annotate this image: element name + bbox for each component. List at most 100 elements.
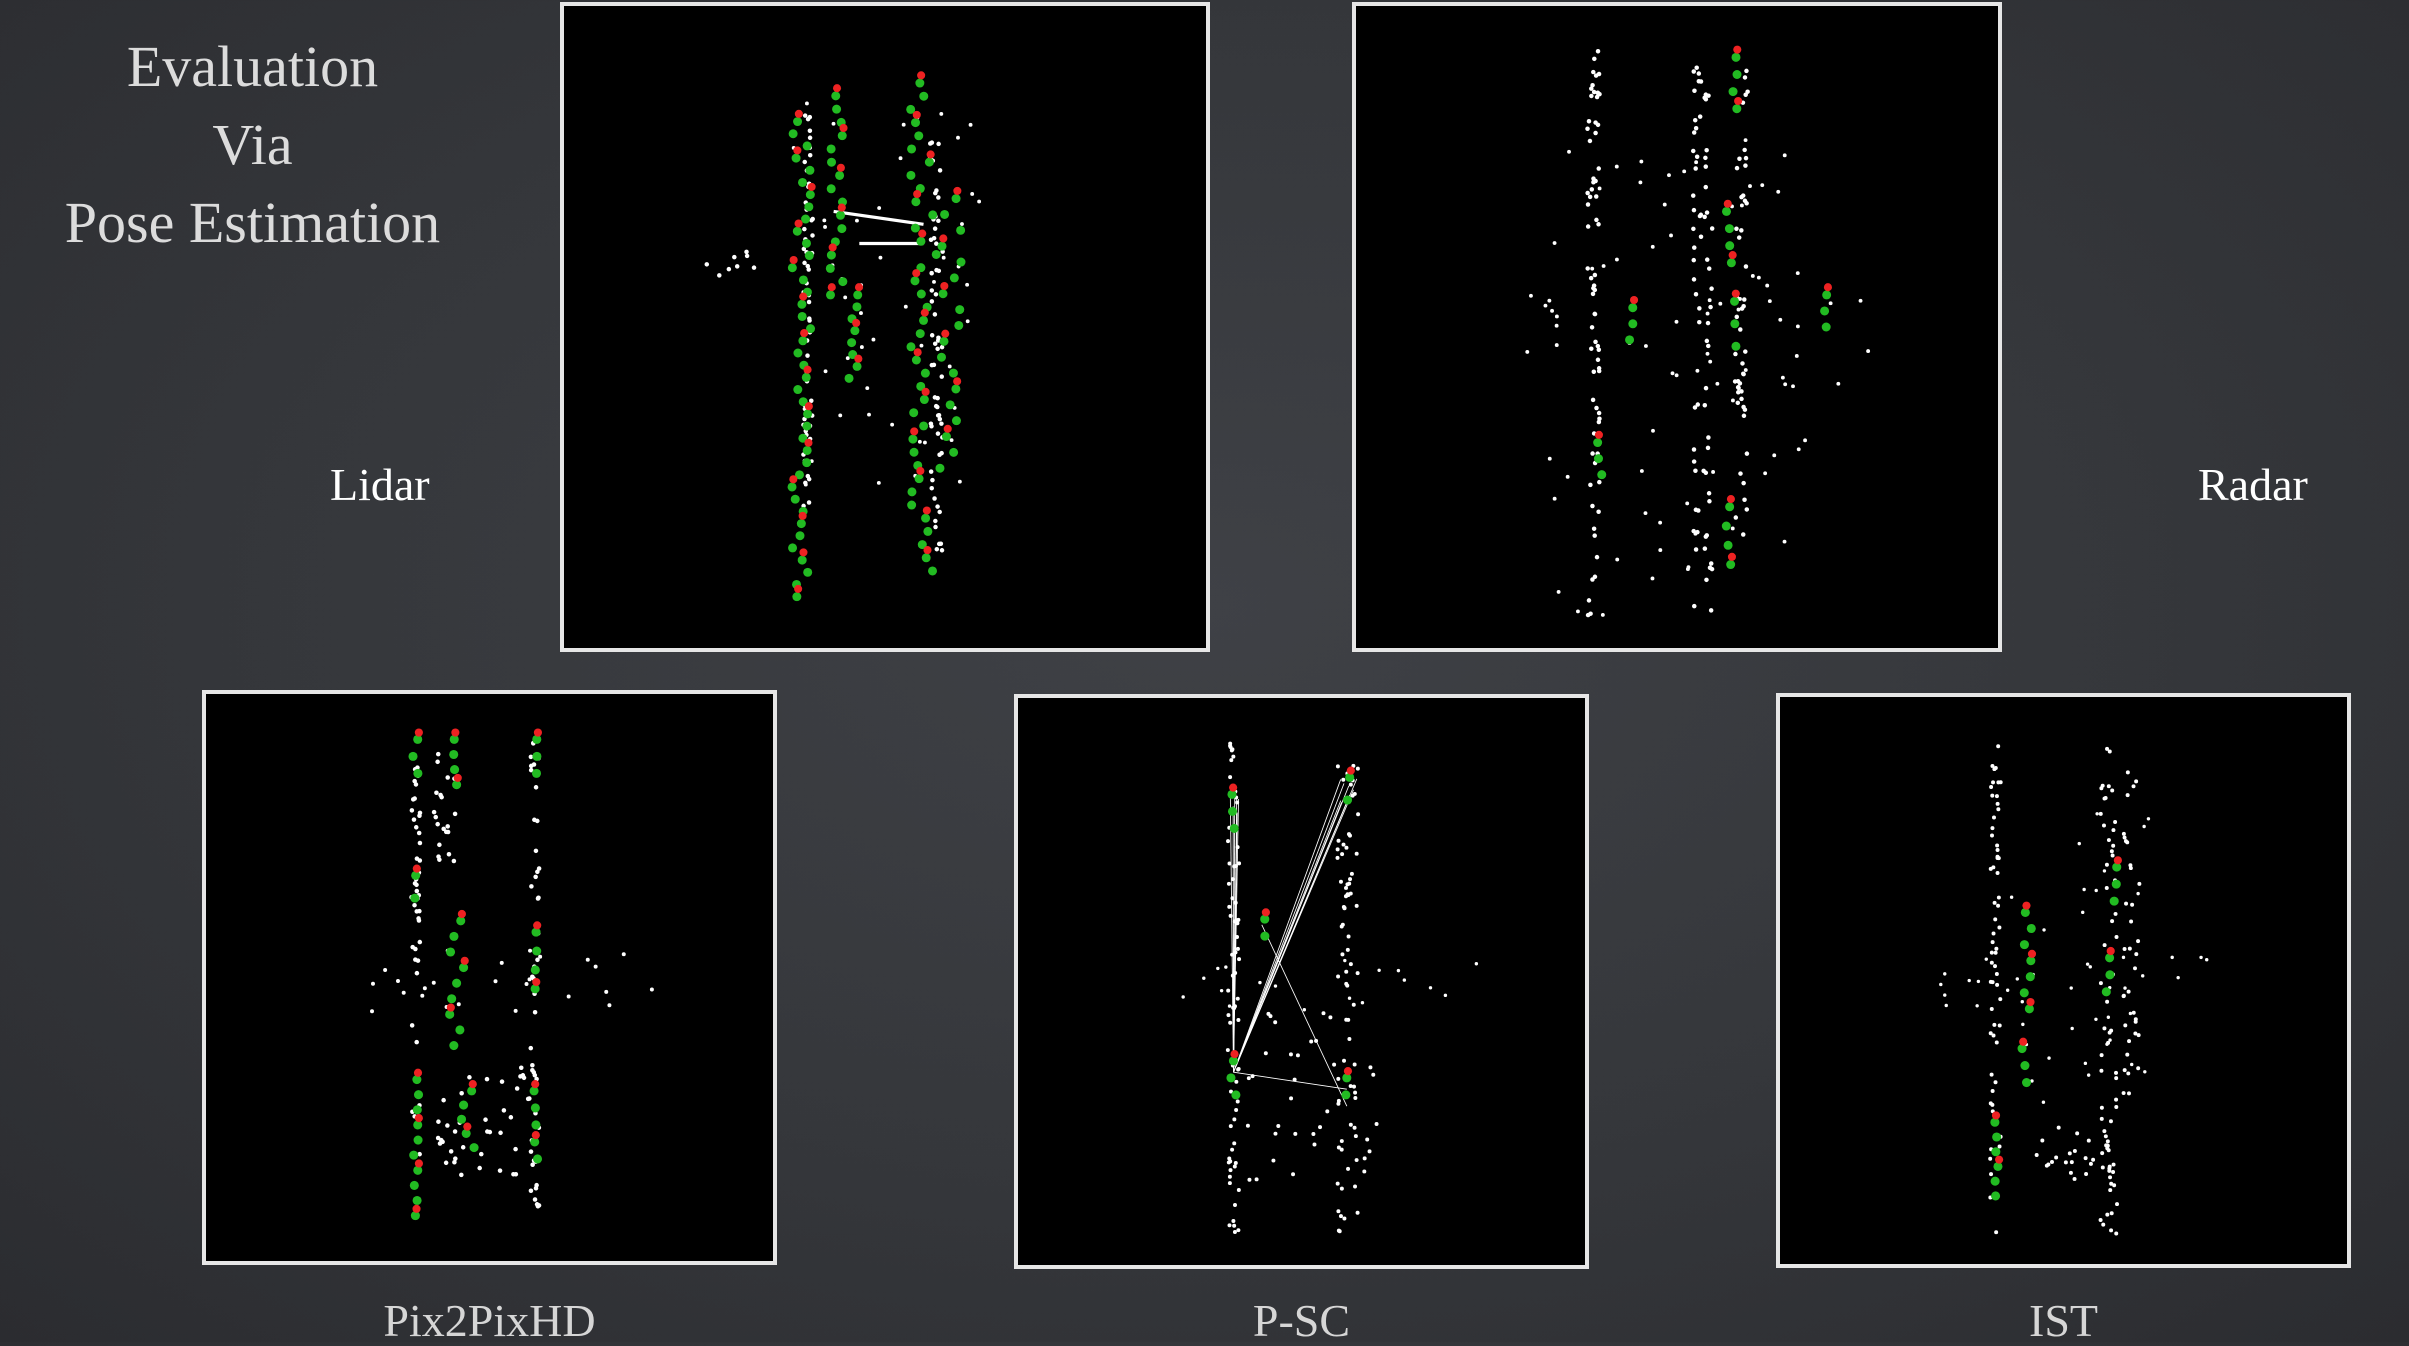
scan-point — [879, 256, 883, 260]
scan-point — [1795, 354, 1799, 358]
scan-point — [1737, 156, 1741, 160]
scan-point — [2070, 1160, 2074, 1164]
scan-point — [1995, 972, 1999, 976]
scan-point — [1694, 292, 1698, 296]
scan-point — [530, 1063, 535, 1068]
pose-marker — [1991, 1147, 2000, 1156]
scan-point — [2095, 812, 2098, 815]
scan-point — [2114, 1098, 2118, 1102]
scan-point — [948, 365, 952, 369]
scan-point — [1592, 57, 1596, 61]
scan-point — [1356, 812, 1360, 816]
scan-point — [1996, 807, 2000, 811]
scan-point — [1318, 1125, 1322, 1129]
scan-point — [533, 1197, 538, 1202]
scan-point — [1344, 970, 1348, 974]
scan-point — [2126, 793, 2130, 797]
lidar-label: Lidar — [330, 460, 430, 510]
scan-point — [1592, 533, 1596, 537]
scan-point — [1697, 71, 1701, 75]
scan-point — [488, 1130, 493, 1135]
scan-point — [534, 849, 539, 854]
scan-point — [1247, 1178, 1251, 1182]
scan-point — [1945, 1004, 1948, 1007]
pose-marker — [921, 514, 930, 523]
scan-point — [1587, 598, 1591, 602]
pose-marker — [828, 283, 836, 291]
pose-marker — [919, 316, 928, 325]
scan-point — [1744, 156, 1748, 160]
pose-marker — [2026, 972, 2035, 981]
scan-point — [1702, 215, 1706, 219]
scan-point — [1336, 1182, 1340, 1186]
pose-marker — [801, 215, 810, 224]
scan-point — [2057, 1126, 2061, 1130]
scan-point — [977, 200, 981, 204]
scan-point — [1289, 1096, 1293, 1100]
scan-point — [2147, 817, 2150, 820]
scan-point — [2127, 990, 2131, 994]
pose-marker — [454, 774, 462, 782]
pose-marker — [917, 290, 926, 299]
pose-marker — [802, 239, 811, 248]
pose-marker — [1724, 200, 1732, 208]
pose-marker — [942, 432, 951, 441]
scan-point — [1710, 567, 1714, 571]
match-line — [1262, 925, 1347, 1106]
scan-point — [2129, 1012, 2132, 1015]
scan-point — [2021, 1023, 2024, 1026]
scan-point — [935, 347, 939, 351]
scan-point — [1694, 65, 1698, 69]
pose-marker — [1341, 1090, 1350, 1099]
pose-marker — [827, 184, 836, 193]
scan-point — [1733, 379, 1737, 383]
scan-point — [1859, 299, 1863, 303]
scan-point — [479, 1152, 484, 1157]
scan-point — [1737, 308, 1741, 312]
scan-point — [1739, 397, 1743, 401]
pose-marker — [531, 1120, 540, 1129]
scan-point — [1990, 961, 1994, 965]
scan-point — [2111, 854, 2115, 858]
scan-point — [1529, 294, 1533, 298]
scan-point — [1989, 1172, 1993, 1176]
pose-marker — [2022, 1078, 2031, 1087]
scan-point — [1743, 163, 1747, 167]
pose-marker — [2112, 880, 2121, 889]
pose-marker — [923, 527, 932, 536]
scan-point — [1797, 447, 1801, 451]
pose-marker — [804, 202, 813, 211]
scan-point — [453, 1129, 458, 1134]
scan-point — [1368, 1065, 1372, 1069]
scan-point — [2006, 989, 2009, 992]
scan-point — [2109, 1119, 2113, 1123]
pose-marker — [803, 141, 812, 150]
pose-marker — [532, 769, 541, 778]
scan-point — [1989, 980, 1993, 984]
pose-marker — [1593, 438, 1602, 447]
scan-point — [498, 1168, 503, 1173]
scan-point — [1593, 131, 1597, 135]
scan-point — [1586, 202, 1590, 206]
scan-point — [1246, 1124, 1250, 1128]
pose-marker — [796, 531, 805, 540]
scan-point — [1231, 755, 1235, 759]
scan-point — [808, 153, 812, 157]
scan-point — [1576, 609, 1580, 613]
scan-point — [1996, 904, 2000, 908]
scan-point — [2104, 1143, 2108, 1147]
pose-marker — [922, 388, 930, 396]
scan-point — [1226, 1013, 1230, 1017]
pose-marker — [2028, 950, 2036, 958]
scan-point — [445, 775, 450, 780]
pose-marker — [1343, 796, 1352, 805]
pose-marker — [446, 947, 455, 956]
scan-point — [1593, 273, 1597, 277]
scan-point — [1352, 1003, 1356, 1007]
pose-marker — [915, 79, 924, 88]
scan-point — [1989, 1101, 1993, 1105]
scan-point — [933, 519, 937, 523]
scan-point — [1269, 1014, 1273, 1018]
scan-point — [717, 273, 721, 277]
pose-marker — [415, 728, 423, 736]
